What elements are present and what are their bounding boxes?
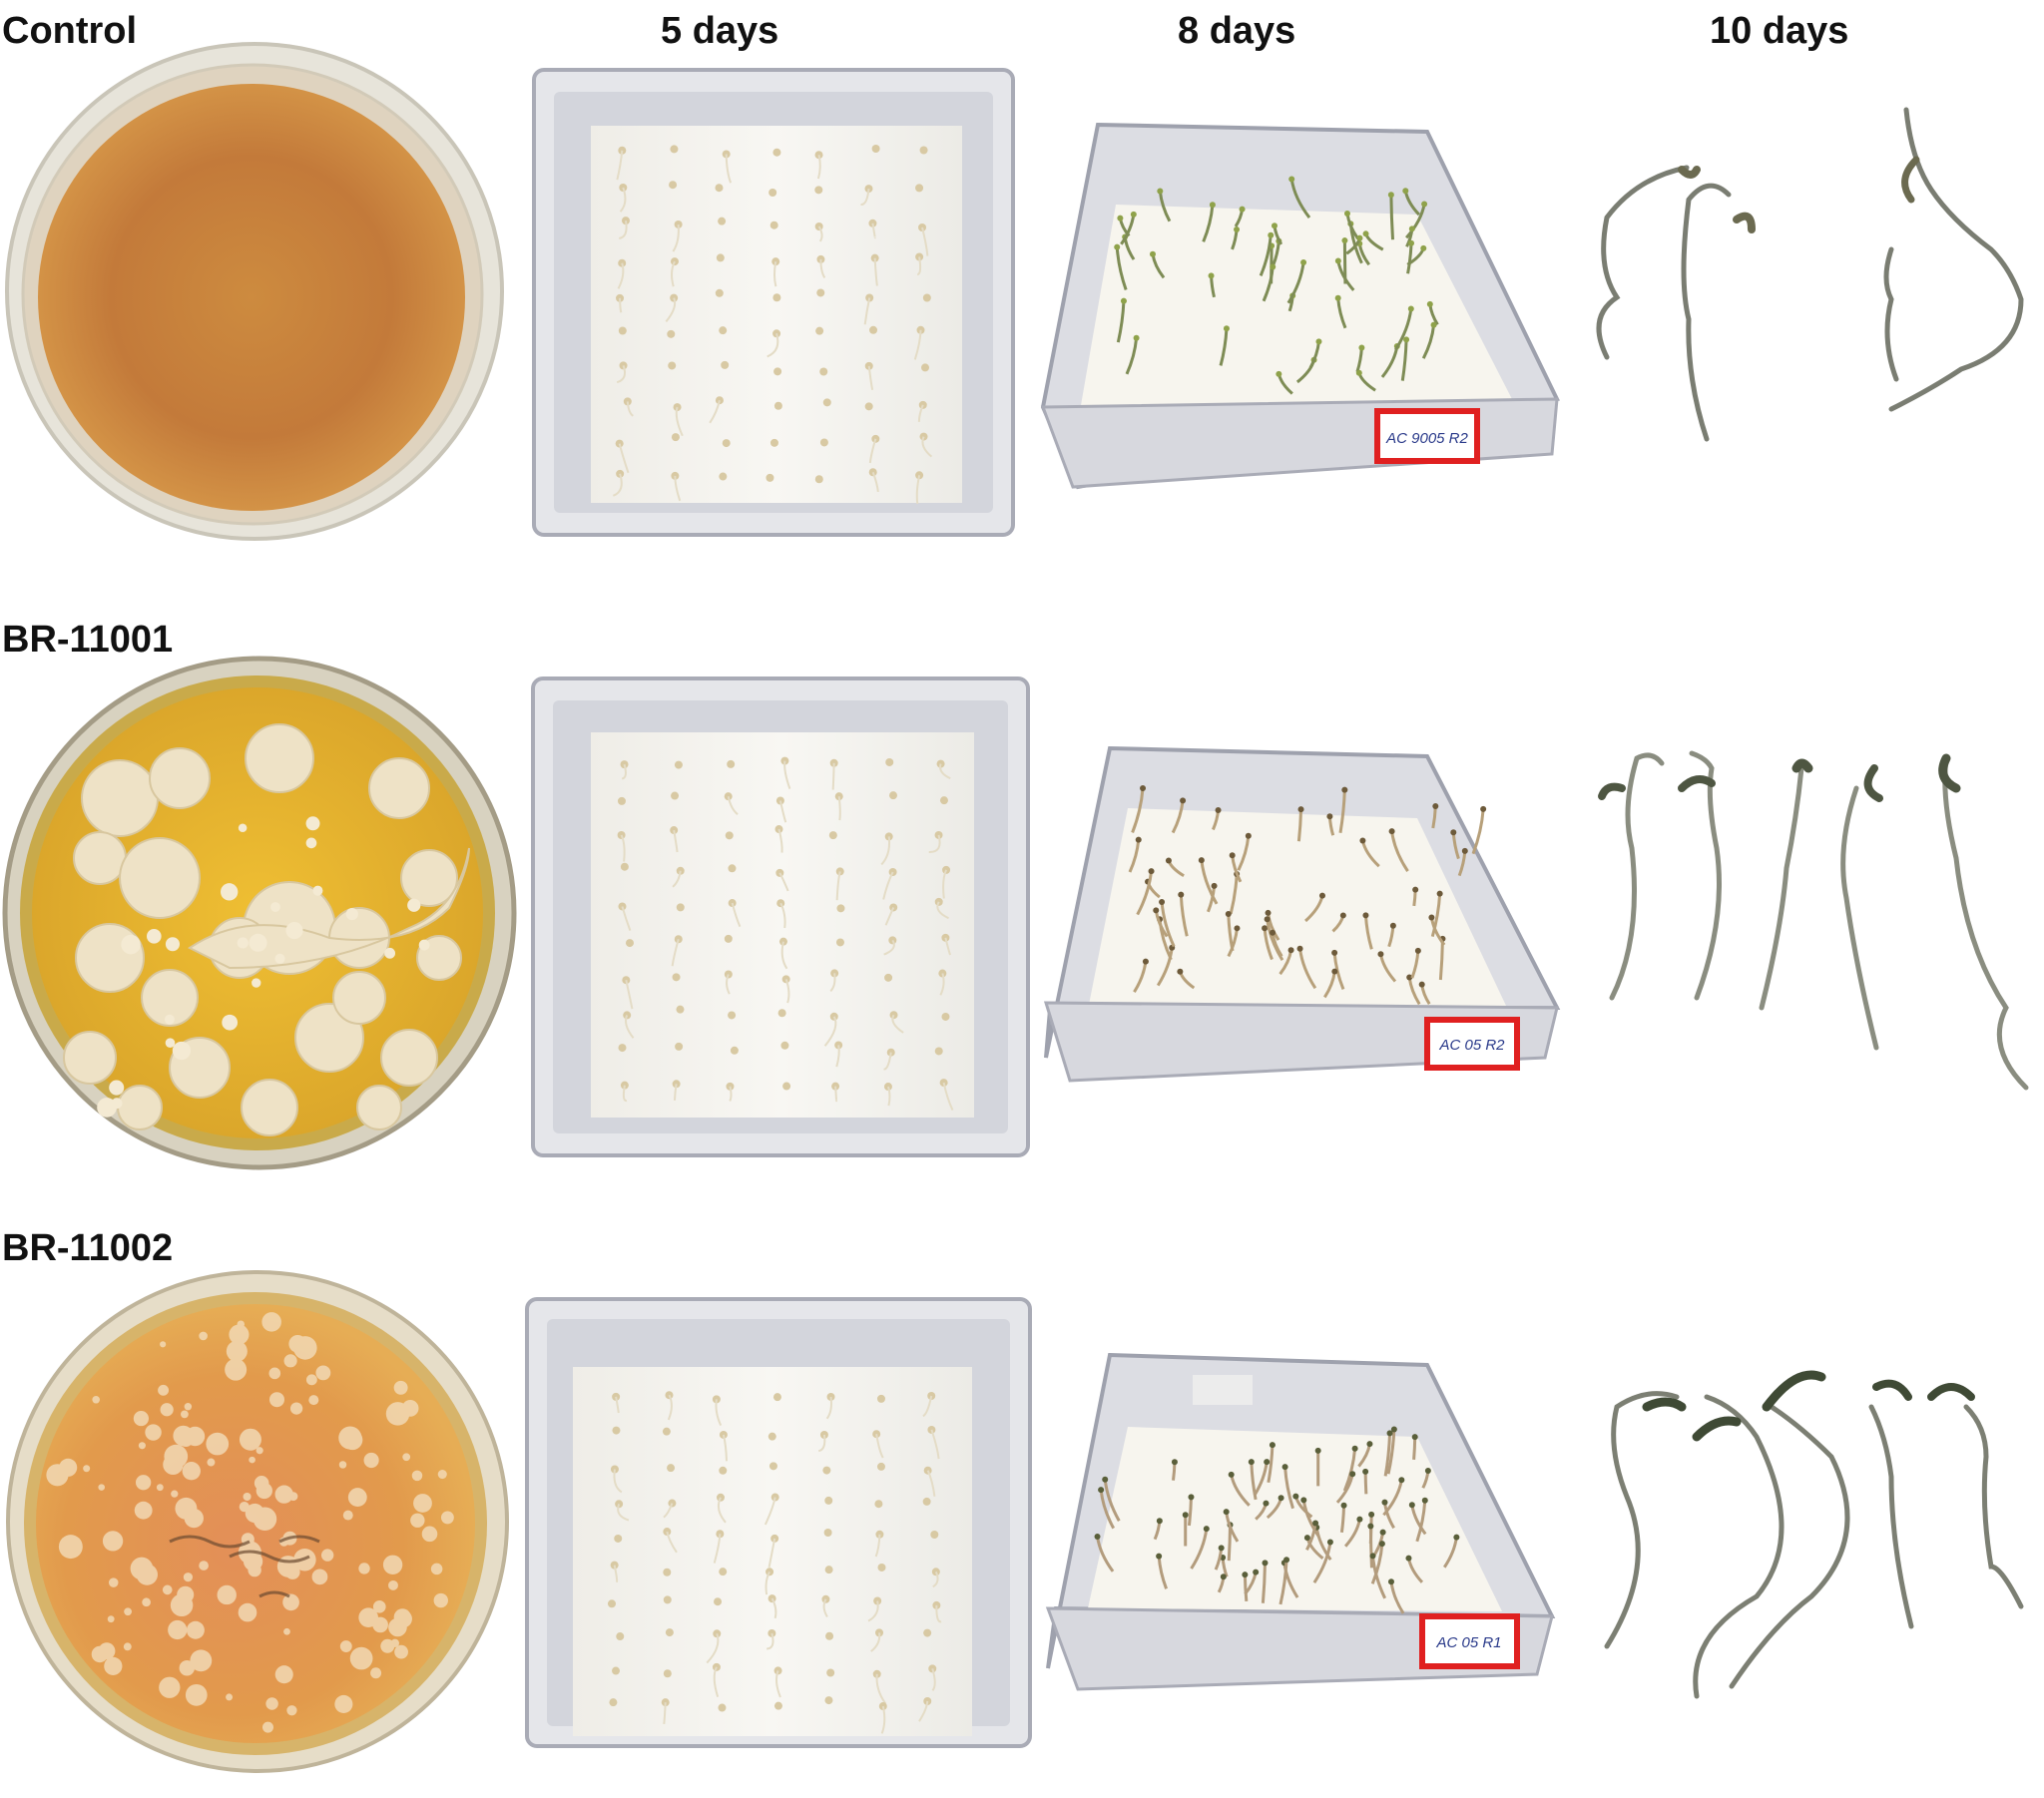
tray-5-days-br-11001 <box>531 676 1030 1157</box>
tray-5-days-control <box>532 68 1015 537</box>
seedlings-10-days-control <box>1596 107 2024 442</box>
seedlings-tray <box>1114 176 1439 395</box>
tray-tag-text: AC 9005 R2 <box>1385 430 1468 447</box>
tray-label-blank <box>1193 1375 1253 1405</box>
petri-dish-br-11002 <box>6 1270 509 1773</box>
row-label-br-11002: BR-11002 <box>2 1227 174 1269</box>
seedlings-tray <box>1094 1426 1460 1614</box>
tray-5-days-br-11002 <box>525 1297 1032 1748</box>
column-header-10-days: 10 days <box>1710 10 1849 52</box>
seed-grid <box>607 1391 942 1734</box>
handwriting-mark <box>169 1535 320 1598</box>
seed-grid <box>617 756 954 1112</box>
seedlings-10-days-br-11002 <box>1604 1370 2024 1699</box>
petri-dish-br-11001 <box>2 656 517 1170</box>
petri-dish-control <box>5 42 504 541</box>
seed-grid <box>612 145 933 505</box>
tray-8-days-br-11002: AC 05 R1 <box>1045 1352 1556 1691</box>
tray-tag: AC 05 R1 <box>1419 1613 1520 1669</box>
bacterial-colonies <box>46 1312 454 1733</box>
tray-tag: AC 05 R2 <box>1424 1017 1520 1071</box>
tray-tag: AC 9005 R2 <box>1374 408 1480 464</box>
tray-8-days-control: AC 9005 R2 <box>1040 122 1560 490</box>
tray-tag-text: AC 05 R2 <box>1438 1037 1505 1054</box>
row-label-br-11001: BR-11001 <box>2 619 174 661</box>
column-header-5-days: 5 days <box>661 10 779 52</box>
column-header-8-days: 8 days <box>1178 10 1296 52</box>
seedlings-tray <box>1128 785 1487 1006</box>
row-label-control: Control <box>2 10 138 52</box>
tray-8-days-br-11001: AC 05 R2 <box>1043 745 1561 1083</box>
tray-tag-text: AC 05 R1 <box>1435 1634 1501 1651</box>
seedlings-10-days-br-11001 <box>1598 750 2029 1091</box>
fungal-colonies <box>63 723 470 1136</box>
